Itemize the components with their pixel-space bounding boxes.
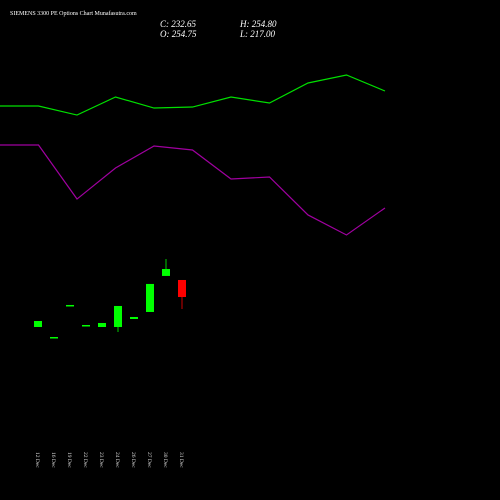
candle-body xyxy=(162,269,170,276)
date-label: 30 Dec xyxy=(162,452,168,468)
candle-body xyxy=(130,316,138,319)
open-label: O: 254.75 xyxy=(160,29,197,39)
candle-body xyxy=(98,322,106,327)
candle-body xyxy=(146,283,154,312)
date-label: 24 Dec xyxy=(114,452,120,468)
high-label: H: 254.80 xyxy=(239,19,277,29)
candle-body xyxy=(82,324,90,327)
date-label: 12 Dec xyxy=(34,452,40,468)
indicator-line xyxy=(0,144,386,236)
date-label: 23 Dec xyxy=(98,452,104,468)
candle-body xyxy=(34,320,42,327)
date-label: 31 Dec xyxy=(178,452,184,468)
low-label: L: 217.00 xyxy=(239,29,276,39)
candle-body xyxy=(178,279,186,298)
candle-body xyxy=(114,305,122,327)
date-label: 27 Dec xyxy=(146,452,152,468)
close-label: C: 232.65 xyxy=(160,19,197,29)
date-label: 22 Dec xyxy=(82,452,88,468)
date-label: 16 Dec xyxy=(50,452,56,468)
chart-title: SIEMENS 3300 PE Options Chart Munafasutr… xyxy=(10,10,137,17)
candle-body xyxy=(50,337,58,339)
date-label: 19 Dec xyxy=(66,452,72,468)
indicator-line xyxy=(0,74,386,116)
candle-body xyxy=(66,304,74,307)
date-label: 26 Dec xyxy=(130,452,136,468)
